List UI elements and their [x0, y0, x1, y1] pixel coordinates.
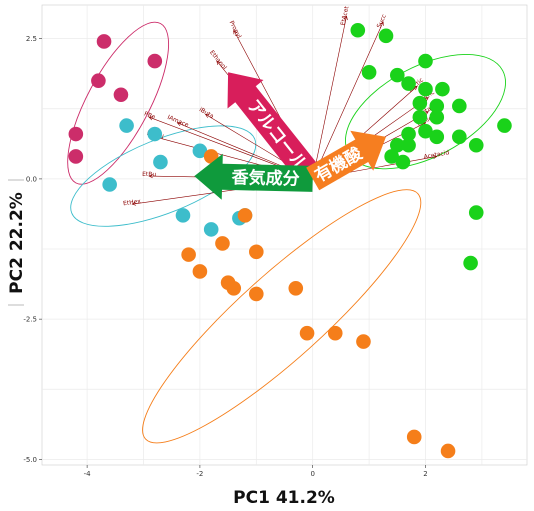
x-tick-label: 0 — [310, 470, 314, 478]
sample-point — [468, 137, 484, 153]
sample-point — [215, 236, 230, 251]
sample-point — [412, 109, 428, 125]
sample-point — [119, 118, 134, 133]
sample-point — [175, 208, 191, 223]
loading-arrowhead — [343, 15, 348, 21]
sample-point — [401, 126, 416, 142]
x-tick-label: -4 — [84, 470, 92, 478]
sample-point — [96, 34, 112, 49]
sample-point — [68, 126, 84, 142]
sample-point — [113, 87, 129, 103]
sample-point — [192, 143, 208, 159]
sample-point — [237, 208, 253, 223]
sample-point — [429, 98, 445, 114]
sample-point — [147, 126, 163, 142]
sample-point — [429, 129, 445, 145]
x-tick-label: 2 — [423, 470, 427, 478]
confidence-ellipse — [70, 125, 257, 227]
sample-point — [395, 154, 411, 170]
sample-point — [192, 264, 208, 279]
sample-point — [468, 205, 484, 220]
loading-label: EtBu — [142, 171, 156, 178]
sample-point — [389, 67, 405, 83]
x-tick-label: -2 — [196, 470, 203, 478]
sample-point — [327, 325, 343, 341]
sample-point — [401, 76, 416, 91]
x-axis-title: PC1 41.2% — [233, 488, 335, 508]
plot-background — [41, 4, 528, 466]
y-axis-title: PC2 22.2% — [7, 192, 27, 294]
loading-arrowhead — [204, 114, 210, 118]
sample-point — [181, 247, 196, 262]
loading-arrowhead — [216, 60, 221, 66]
sample-point — [463, 255, 478, 271]
confidence-ellipse — [142, 189, 422, 444]
sample-point — [350, 22, 366, 38]
y-tick-label: -2.5 — [23, 316, 37, 324]
sample-point — [203, 222, 219, 237]
sample-point — [68, 149, 84, 164]
sample-point — [384, 149, 399, 164]
loading-arrowhead — [148, 116, 154, 121]
axis-ticks: -4 -2 0 2 2.5 0.0 -2.5 -5.0 — [23, 35, 427, 478]
annotation-arrow — [194, 153, 313, 200]
loading-arrowhead — [424, 97, 429, 102]
sample-point — [412, 95, 428, 111]
sample-point — [356, 334, 371, 349]
loading-vector — [312, 21, 384, 180]
sample-point — [102, 177, 117, 192]
group-ellipses — [67, 21, 506, 444]
sample-points — [68, 22, 512, 459]
loading-label: Acetacid — [423, 149, 450, 161]
sample-point — [497, 118, 512, 133]
annotation-arrow — [227, 72, 323, 187]
sample-point — [226, 280, 242, 296]
loading-arrowhead — [233, 29, 238, 35]
loading-arrowhead — [379, 21, 384, 26]
sample-point — [249, 286, 264, 302]
sample-point — [299, 325, 315, 341]
sample-point — [435, 81, 450, 97]
sample-point — [418, 81, 433, 97]
confidence-ellipse — [67, 21, 170, 185]
sample-point — [378, 28, 394, 44]
sample-point — [418, 123, 433, 139]
sample-point — [401, 137, 416, 153]
annotation-label: 香気成分 — [231, 167, 299, 190]
sample-point — [249, 244, 264, 260]
sample-point — [406, 429, 422, 445]
loading-arrowhead — [148, 174, 153, 179]
y-tick-label: -5.0 — [23, 456, 37, 464]
sample-point — [389, 137, 405, 153]
sample-point — [147, 53, 163, 69]
sample-point — [288, 280, 304, 296]
sample-point — [452, 129, 467, 145]
sample-point — [440, 443, 456, 459]
loading-arrowhead — [432, 155, 438, 160]
loading-arrowhead — [176, 122, 182, 126]
loading-label: EtAcet — [340, 5, 351, 26]
sample-point — [452, 98, 467, 114]
sample-point — [429, 109, 445, 125]
sample-point — [418, 53, 433, 69]
sample-point — [91, 73, 106, 89]
sample-point — [361, 65, 377, 80]
y-tick-label: 0.0 — [26, 175, 37, 183]
sample-point — [153, 154, 168, 170]
loading-label: EtHex — [123, 198, 142, 207]
loading-label: PBe — [143, 110, 156, 121]
annotation-arrow — [306, 130, 386, 191]
y-tick-label: 2.5 — [26, 35, 37, 43]
loading-arrowhead — [424, 111, 429, 116]
loading-vector — [312, 16, 347, 179]
loading-arrowhead — [131, 201, 137, 206]
